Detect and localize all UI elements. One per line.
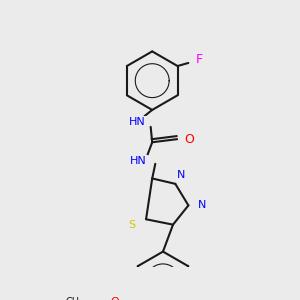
Text: HN: HN: [130, 156, 147, 166]
Text: O: O: [184, 133, 194, 146]
Text: F: F: [196, 53, 203, 66]
Text: N: N: [198, 200, 206, 210]
Text: O: O: [110, 297, 119, 300]
Text: N: N: [177, 169, 186, 180]
Text: CH₃: CH₃: [65, 297, 84, 300]
Text: S: S: [129, 220, 136, 230]
Text: HN: HN: [128, 117, 145, 127]
